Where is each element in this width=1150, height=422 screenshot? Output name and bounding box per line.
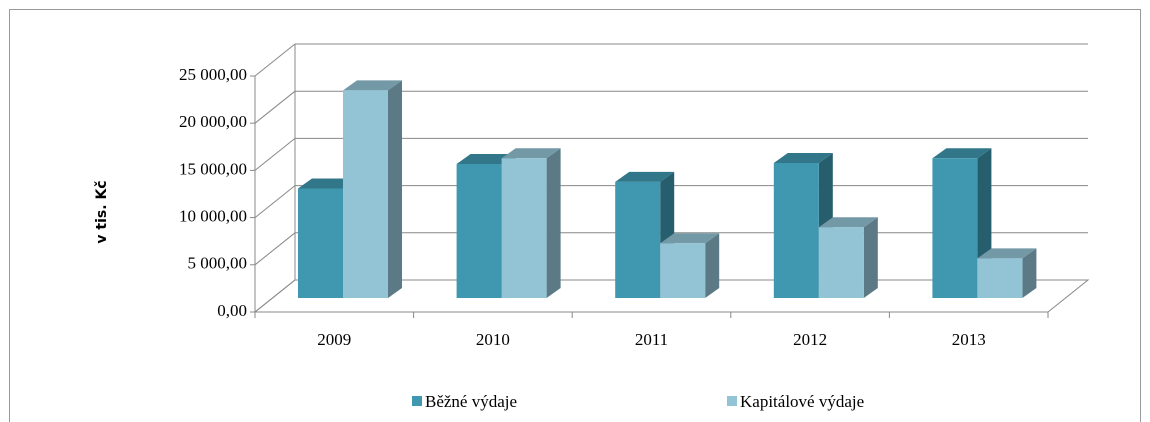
x-tick-label: 2013	[952, 330, 986, 349]
bar-side	[388, 80, 402, 298]
bar-side	[546, 148, 561, 298]
y-tick-label: 0,00	[217, 301, 247, 320]
bar-top	[615, 171, 675, 182]
bar-top	[977, 248, 1037, 259]
grid-line	[254, 138, 296, 171]
bar-top	[343, 80, 402, 91]
y-tick-label: 5 000,00	[188, 254, 248, 273]
bar	[298, 188, 343, 298]
bar-top	[501, 148, 561, 159]
legend-swatch	[412, 396, 422, 406]
legend-label: Běžné výdaje	[425, 392, 517, 411]
grid-line	[254, 43, 296, 77]
bar-top	[932, 148, 992, 159]
bar-top	[818, 217, 878, 228]
grid-line	[254, 90, 296, 124]
x-tick-label: 2009	[317, 330, 351, 349]
grid-line	[254, 279, 296, 313]
bar	[501, 158, 547, 298]
x-tick-label: 2010	[476, 330, 510, 349]
y-tick-label: 20 000,00	[179, 112, 247, 131]
bar-top	[298, 178, 357, 189]
y-tick-label: 25 000,00	[179, 65, 247, 84]
bar	[343, 90, 388, 298]
bar	[660, 243, 706, 298]
bar	[456, 163, 502, 298]
bar-side	[863, 217, 878, 298]
y-tick-label: 15 000,00	[179, 159, 247, 178]
bar	[977, 258, 1023, 298]
grid-line	[254, 185, 296, 218]
bar-top	[456, 153, 516, 164]
bar-top	[773, 153, 833, 164]
bar	[773, 163, 819, 298]
bar	[818, 227, 864, 298]
chart-frame	[9, 9, 1141, 422]
y-tick-label: 10 000,00	[179, 207, 247, 226]
bar-top	[660, 233, 720, 244]
legend-swatch	[727, 396, 737, 406]
x-tick-label: 2011	[635, 330, 668, 349]
x-tick-label: 2012	[793, 330, 827, 349]
y-axis-title: v tis. Kč	[94, 180, 110, 243]
grid-line	[254, 232, 296, 266]
bar-side	[1022, 248, 1037, 298]
legend-label: Kapitálové výdaje	[740, 392, 864, 411]
bar	[615, 181, 661, 298]
bar-side	[705, 233, 720, 298]
bar	[932, 158, 978, 298]
